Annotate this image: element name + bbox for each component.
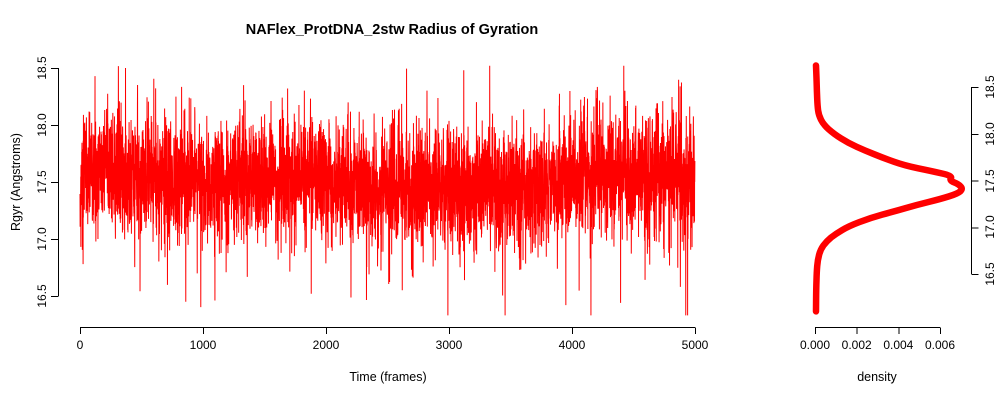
timeseries-x-axis — [80, 327, 696, 334]
density-tick-label-0.002: 0.002 — [841, 338, 872, 352]
x-axis-title-timeseries: Time (frames) — [349, 370, 427, 384]
right-y-tick-label-16.5: 16.5 — [983, 262, 997, 286]
y-tick-label-18.5: 18.5 — [35, 56, 49, 80]
right-y-tick-label-17.5: 17.5 — [983, 168, 997, 193]
y-tick-label-16.5: 16.5 — [35, 284, 49, 308]
y-tick-label-18.0: 18.0 — [35, 113, 49, 137]
y-axis-title: Rgyr (Angstroms) — [9, 133, 23, 231]
x-axis-title-density: density — [857, 370, 897, 384]
timeseries-line — [79, 65, 696, 316]
density-curve — [812, 62, 965, 315]
right-y-axis — [971, 87, 979, 275]
right-y-tick-label-18.5: 18.5 — [983, 75, 997, 99]
density-tick-label-0.006: 0.006 — [924, 338, 955, 352]
time-tick-label-5000: 5000 — [681, 338, 709, 352]
density-tick-label-0.000: 0.000 — [799, 338, 831, 352]
y-tick-label-17.5: 17.5 — [35, 170, 49, 194]
density-tick-label-0.004: 0.004 — [883, 338, 914, 352]
time-tick-label-1000: 1000 — [189, 338, 217, 352]
left-y-axis — [51, 68, 59, 297]
time-tick-label-0: 0 — [76, 338, 84, 352]
density-x-axis — [815, 327, 941, 334]
y-tick-label-17.0: 17.0 — [35, 227, 49, 251]
right-y-tick-label-17.0: 17.0 — [983, 215, 997, 239]
right-y-tick-label-18.0: 18.0 — [983, 122, 997, 146]
time-tick-label-4000: 4000 — [558, 338, 586, 352]
time-tick-label-2000: 2000 — [312, 338, 340, 352]
time-tick-label-3000: 3000 — [435, 338, 463, 352]
chart-title: NAFlex_ProtDNA_2stw Radius of Gyration — [245, 22, 539, 38]
